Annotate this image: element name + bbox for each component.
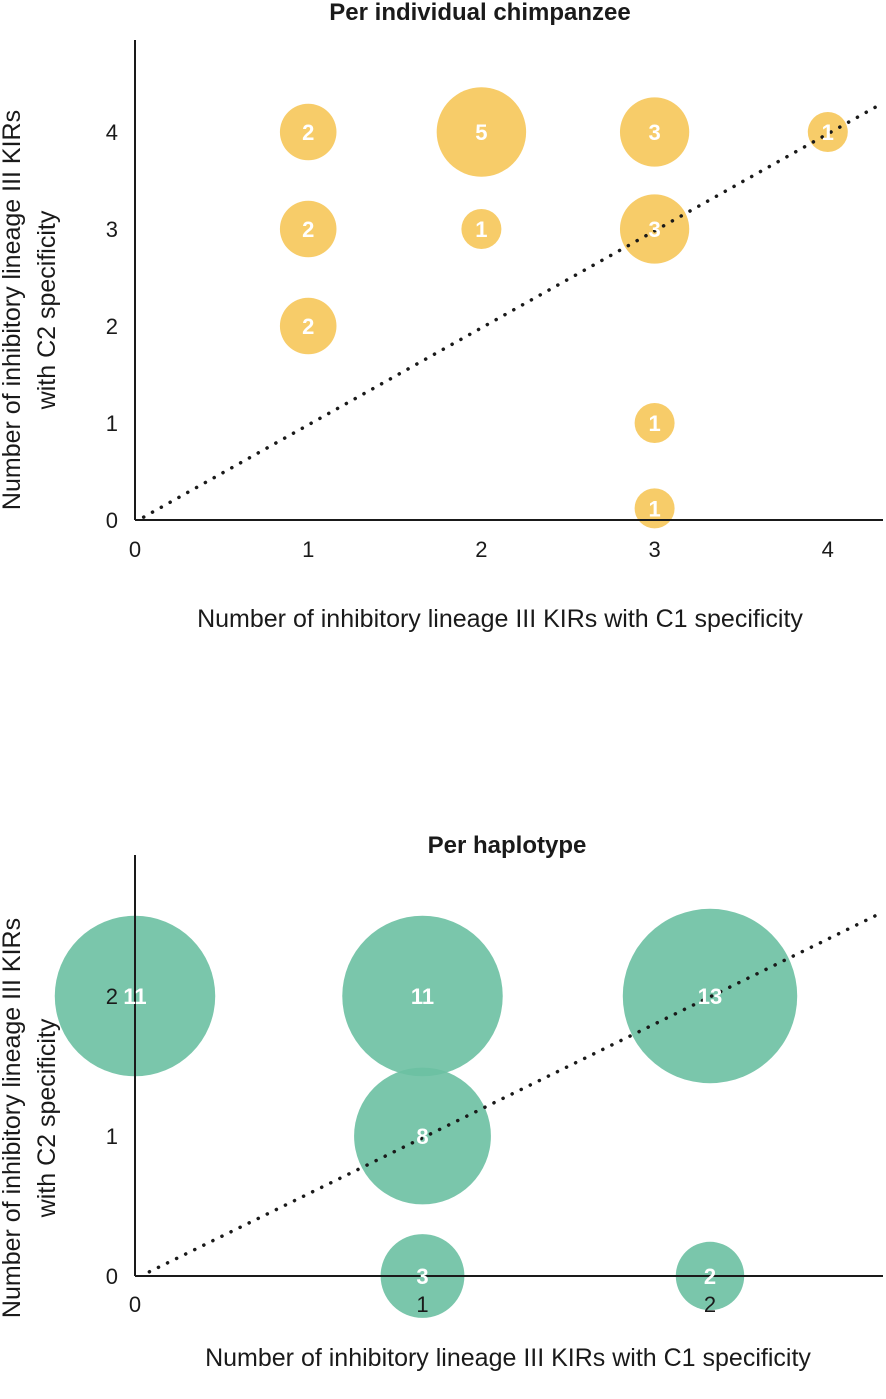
x-tick-label: 0 <box>129 537 141 562</box>
bubble <box>634 488 675 529</box>
y-tick-label: 1 <box>106 411 118 436</box>
bubble <box>354 1067 491 1205</box>
x-axis-title: Number of inhibitory lineage III KIRs wi… <box>197 605 803 633</box>
x-tick-label: 2 <box>704 1292 716 1317</box>
y-axis-title-line-1: Number of inhibitory lineage III KIRs <box>0 110 26 510</box>
x-tick-label: 0 <box>129 1292 141 1317</box>
chart-title: Per individual chimpanzee <box>329 0 630 26</box>
chart-individual: Per individual chimpanzee 0 1 2 3 4 0 1 2 3 4 2 5… <box>0 0 885 633</box>
y-tick-labels: 0 1 2 3 4 <box>106 120 118 533</box>
bubble-label: 13 <box>698 984 722 1009</box>
bubble <box>279 200 337 258</box>
x-tick-label: 3 <box>648 537 660 562</box>
bubble <box>619 97 690 167</box>
trend-line <box>141 101 885 519</box>
bubble <box>436 87 527 177</box>
bubble-label: 2 <box>302 217 314 242</box>
bubble <box>342 915 503 1077</box>
bubble-layer <box>279 87 848 529</box>
x-tick-label: 1 <box>416 1292 428 1317</box>
bubble-label: 1 <box>822 120 834 145</box>
y-axis-title-line-1: Number of inhibitory lineage III KIRs <box>0 918 26 1318</box>
x-tick-labels: 0 1 2 3 4 <box>129 537 834 562</box>
y-tick-label: 2 <box>106 314 118 339</box>
y-tick-label: 0 <box>106 508 118 533</box>
chart-haplotype: Per haplotype 0 1 2 0 1 2 11 11 13 8 3 2 Number o… <box>0 832 885 1372</box>
y-tick-label: 4 <box>106 120 118 145</box>
y-tick-label: 3 <box>106 217 118 242</box>
bubble <box>461 209 502 249</box>
y-axis-title-line-2: with C2 specificity <box>33 1018 61 1218</box>
bubble-label: 1 <box>648 496 660 521</box>
bubble-label: 11 <box>411 984 434 1009</box>
bubble-label: 3 <box>648 217 660 242</box>
x-tick-labels: 0 1 2 <box>129 1292 716 1317</box>
y-tick-label: 2 <box>106 984 118 1009</box>
bubble-labels: 11 11 13 8 3 2 <box>123 984 722 1289</box>
x-tick-label: 1 <box>302 537 314 562</box>
y-tick-labels: 0 1 2 <box>106 984 118 1289</box>
bubble-label: 8 <box>416 1124 428 1149</box>
bubble-label: 2 <box>704 1264 716 1289</box>
x-tick-label: 2 <box>475 537 487 562</box>
bubble <box>279 103 337 161</box>
bubble-label: 1 <box>475 217 487 242</box>
bubble-layer <box>54 908 798 1318</box>
bubble-label: 2 <box>302 120 314 145</box>
bubble-labels: 2 5 3 1 2 1 3 2 1 1 <box>302 120 834 521</box>
bubble <box>807 112 848 152</box>
y-axis-title-line-2: with C2 specificity <box>33 210 61 410</box>
bubble-label: 3 <box>416 1264 428 1289</box>
y-tick-label: 1 <box>106 1124 118 1149</box>
chart-title: Per haplotype <box>428 832 587 859</box>
bubble-label: 5 <box>475 120 487 145</box>
x-axis-title: Number of inhibitory lineage III KIRs wi… <box>205 1344 811 1372</box>
bubble-label: 3 <box>648 120 660 145</box>
bubble-label: 11 <box>123 984 146 1009</box>
bubble <box>634 403 675 443</box>
bubble-label: 2 <box>302 314 314 339</box>
y-tick-label: 0 <box>106 1264 118 1289</box>
x-tick-label: 4 <box>822 537 834 562</box>
bubble-label: 1 <box>648 411 660 436</box>
bubble <box>279 297 337 355</box>
